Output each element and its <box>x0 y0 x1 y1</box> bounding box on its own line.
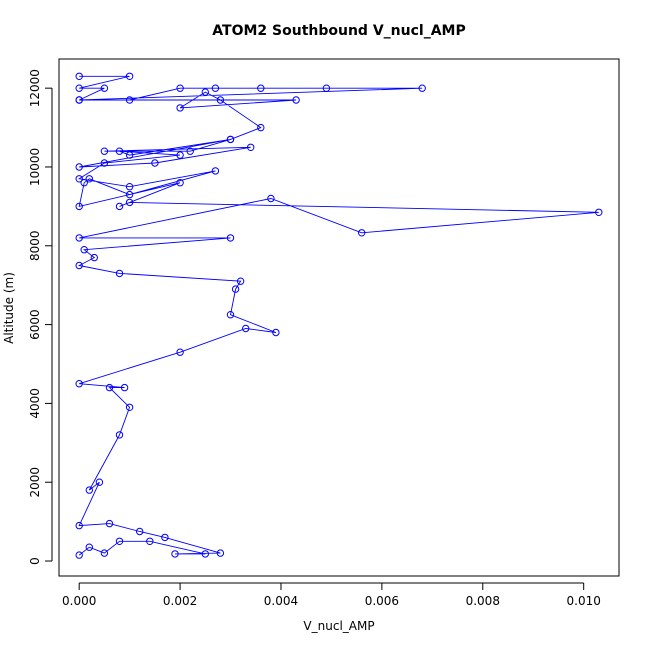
data-point <box>105 519 114 528</box>
data-point <box>267 194 275 203</box>
data-point <box>151 159 159 167</box>
data-point <box>100 147 109 155</box>
data-point <box>136 527 144 536</box>
data-point <box>115 202 124 211</box>
x-tick-label: 0.002 <box>163 594 197 608</box>
series-layer <box>75 72 603 559</box>
data-point <box>216 96 225 104</box>
data-point <box>75 163 83 171</box>
data-point <box>242 324 250 333</box>
x-axis: 0.000 0.002 0.004 0.006 0.008 0.010 <box>62 582 601 608</box>
x-tick-label: 0.000 <box>62 594 96 608</box>
x-tick-label: 0.006 <box>365 594 399 608</box>
x-axis-label: V_nucl_AMP <box>303 619 374 633</box>
x-tick-label: 0.004 <box>264 594 298 608</box>
data-point <box>80 179 88 187</box>
data-point <box>85 486 94 494</box>
data-point <box>115 147 124 155</box>
data-point <box>176 348 184 356</box>
data-point <box>95 478 104 486</box>
data-point <box>257 123 265 132</box>
data-point <box>418 84 426 92</box>
data-point <box>201 550 210 558</box>
data-point <box>257 84 265 92</box>
data-point <box>75 521 83 530</box>
x-tick-label: 0.008 <box>466 594 500 608</box>
y-tick-label: 12000 <box>28 69 42 107</box>
data-point <box>75 96 83 104</box>
data-point <box>125 198 134 207</box>
y-tick-label: 6000 <box>28 309 42 340</box>
data-point <box>176 84 184 92</box>
data-point <box>322 84 331 92</box>
data-point <box>272 328 280 337</box>
data-point <box>125 403 134 411</box>
data-point <box>75 84 83 92</box>
x-tick-label: 0.010 <box>567 594 601 608</box>
data-point <box>85 175 94 183</box>
data-point <box>125 96 134 104</box>
data-point <box>595 208 603 217</box>
data-point <box>115 537 124 545</box>
plot-frame <box>58 58 620 577</box>
data-point <box>75 72 83 81</box>
data-point <box>176 179 184 187</box>
data-point <box>115 431 124 439</box>
data-point <box>171 550 179 558</box>
data-point <box>226 234 235 242</box>
data-point <box>236 277 245 285</box>
data-point <box>100 549 109 557</box>
data-point <box>85 543 94 551</box>
data-point <box>247 143 255 152</box>
data-point <box>125 72 134 81</box>
y-tick-label: 0 <box>28 557 42 565</box>
data-point <box>75 261 83 270</box>
data-point <box>201 88 210 96</box>
data-point <box>186 147 194 155</box>
data-point <box>358 229 366 237</box>
data-point <box>211 167 220 175</box>
data-point <box>115 269 124 278</box>
data-point <box>216 549 225 557</box>
y-tick-label: 2000 <box>28 467 42 498</box>
data-point <box>75 202 83 211</box>
data-point <box>100 84 109 92</box>
data-point <box>231 285 240 293</box>
data-point <box>211 84 220 92</box>
data-point <box>100 159 109 167</box>
y-tick-label: 4000 <box>28 388 42 419</box>
data-point <box>161 533 169 542</box>
data-point <box>176 151 184 159</box>
data-point <box>125 151 134 159</box>
y-tick-label: 8000 <box>28 231 42 262</box>
data-point <box>125 190 134 199</box>
y-tick-label: 10000 <box>28 148 42 186</box>
data-point <box>146 537 154 545</box>
data-point <box>75 380 83 388</box>
data-point <box>292 96 300 104</box>
series-line <box>77 75 599 556</box>
data-point <box>75 175 83 183</box>
data-point <box>75 234 83 242</box>
data-point <box>80 246 88 254</box>
data-point <box>125 183 134 191</box>
y-axis-label: Altitude (m) <box>2 272 16 344</box>
data-point <box>226 135 235 144</box>
chart-title: ATOM2 Southbound V_nucl_AMP <box>212 23 465 39</box>
data-point <box>226 311 235 319</box>
y-axis: 0 2000 4000 6000 8000 10000 12000 <box>28 69 53 565</box>
data-point <box>120 383 129 392</box>
data-point <box>176 104 184 112</box>
data-point <box>75 551 83 559</box>
data-point <box>90 253 99 262</box>
data-point <box>105 383 114 392</box>
